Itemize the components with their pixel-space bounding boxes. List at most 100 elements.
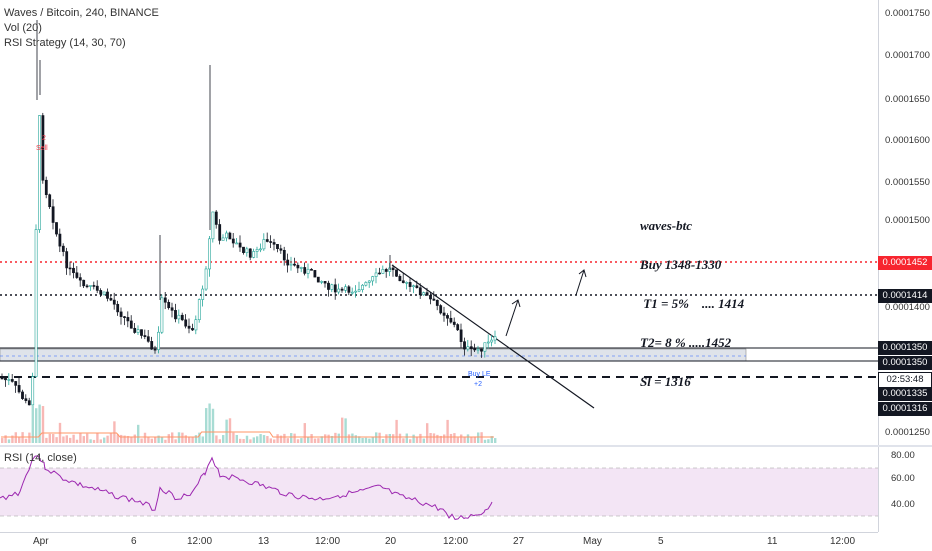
volume-bar [167,434,170,443]
candle-body [391,267,395,271]
volume-series [1,403,497,443]
time-tick: 5 [658,536,664,547]
candle-body [187,325,191,329]
candle-body [439,305,443,314]
volume-bar [341,417,344,443]
arrow-up-icon-2[interactable] [575,269,587,296]
volume-bar [99,439,102,443]
time-axis[interactable]: Apr 6 12:00 13 12:00 20 12:00 27 May 5 1… [0,532,878,551]
candle-body [381,269,385,274]
volume-bar [123,435,126,443]
rsi-legend[interactable]: RSI (14, close) [4,452,77,464]
candle-body [4,378,7,381]
candle-body [473,348,477,351]
volume-bar [466,434,470,443]
volume-bar [194,435,198,443]
candle-body [92,285,96,287]
candle-body [435,299,439,306]
price-tick: 0.0001700 [885,50,930,61]
volume-bar [385,434,388,443]
volume-bar [310,434,313,443]
volume-bar [347,434,351,443]
candle-body [293,263,296,266]
candle-body [146,336,150,342]
volume-ma-line [1,431,494,438]
candle-body [116,303,120,313]
main-chart-pane[interactable]: 2 Sell Buy LE +2 [0,0,878,445]
volume-bar [364,437,368,443]
candle-body [58,233,62,247]
volume-bar [225,419,228,443]
candle-body [425,292,429,296]
volume-bar [137,424,140,443]
trade-annotation[interactable]: waves-btc Buy 1348-1330 T1 = 5% .... 141… [640,193,744,401]
rsi-chart[interactable] [0,447,878,532]
candle-body [221,237,225,241]
volume-bar [62,436,65,443]
candle-body [34,229,38,377]
candle-body [303,267,307,274]
candle-body [483,342,487,352]
volume-bar [21,432,24,443]
candle-body [286,259,290,266]
volume-bar [487,439,490,443]
volume-bar [405,433,408,443]
time-tick: Apr [33,536,49,547]
candle-body [153,348,157,351]
candle-body [313,270,317,278]
price-axis[interactable]: 0.0001750 0.0001700 0.0001650 0.0001600 … [878,0,932,445]
candle-body [7,379,11,381]
candle-body [51,206,55,223]
volume-bar [252,437,255,443]
candle-body [248,248,252,258]
time-tick: 13 [258,536,270,547]
candle-body [408,282,412,287]
candle-body [109,298,113,301]
volume-bar [361,437,364,443]
volume-bar [133,434,136,443]
volume-bar [218,439,221,443]
price-tick: 0.0001400 [885,302,930,313]
volume-bar [35,408,38,443]
candle-body [197,299,201,320]
price-tick: 0.0001250 [885,427,930,438]
candle-body [449,317,453,323]
candle-body [446,315,449,319]
candle-body [211,211,215,240]
volume-bar [160,436,164,443]
candle-body [323,281,327,284]
rsi-pane[interactable] [0,447,878,532]
price-chart[interactable] [0,0,878,445]
volume-bar [381,439,385,443]
price-tick: 0.0001600 [885,135,930,146]
symbol-title[interactable]: Waves / Bitcoin, 240, BINANCE [4,7,159,19]
rsi-axis[interactable]: 80.00 60.00 40.00 [878,447,932,532]
candle-body [235,242,239,245]
volume-bar [337,433,340,443]
volume-bar [429,433,432,443]
strategy-indicator-label[interactable]: RSI Strategy (14, 30, 70) [4,37,126,49]
candle-body [242,246,245,253]
arrow-up-icon[interactable] [505,299,521,337]
support-zone[interactable] [0,348,747,362]
volume-bar [157,435,160,443]
candle-body [466,346,470,350]
candle-body [422,292,426,296]
volume-bar [446,419,449,443]
trend-line[interactable] [391,264,595,409]
pane-separator[interactable] [0,445,932,447]
candle-body [306,268,310,274]
candle-body [378,272,381,275]
candle-body [218,224,222,241]
time-tick: 27 [513,536,525,547]
candle-body [44,179,48,196]
volume-indicator-label[interactable]: Vol (20) [4,22,42,34]
candle-body [269,241,273,243]
candle-body [106,291,109,299]
candle-body [452,321,456,325]
candle-body [429,295,432,300]
candle-body [136,329,140,333]
candle-body [68,267,72,270]
candle-body [374,272,378,277]
volume-bar [109,432,113,443]
